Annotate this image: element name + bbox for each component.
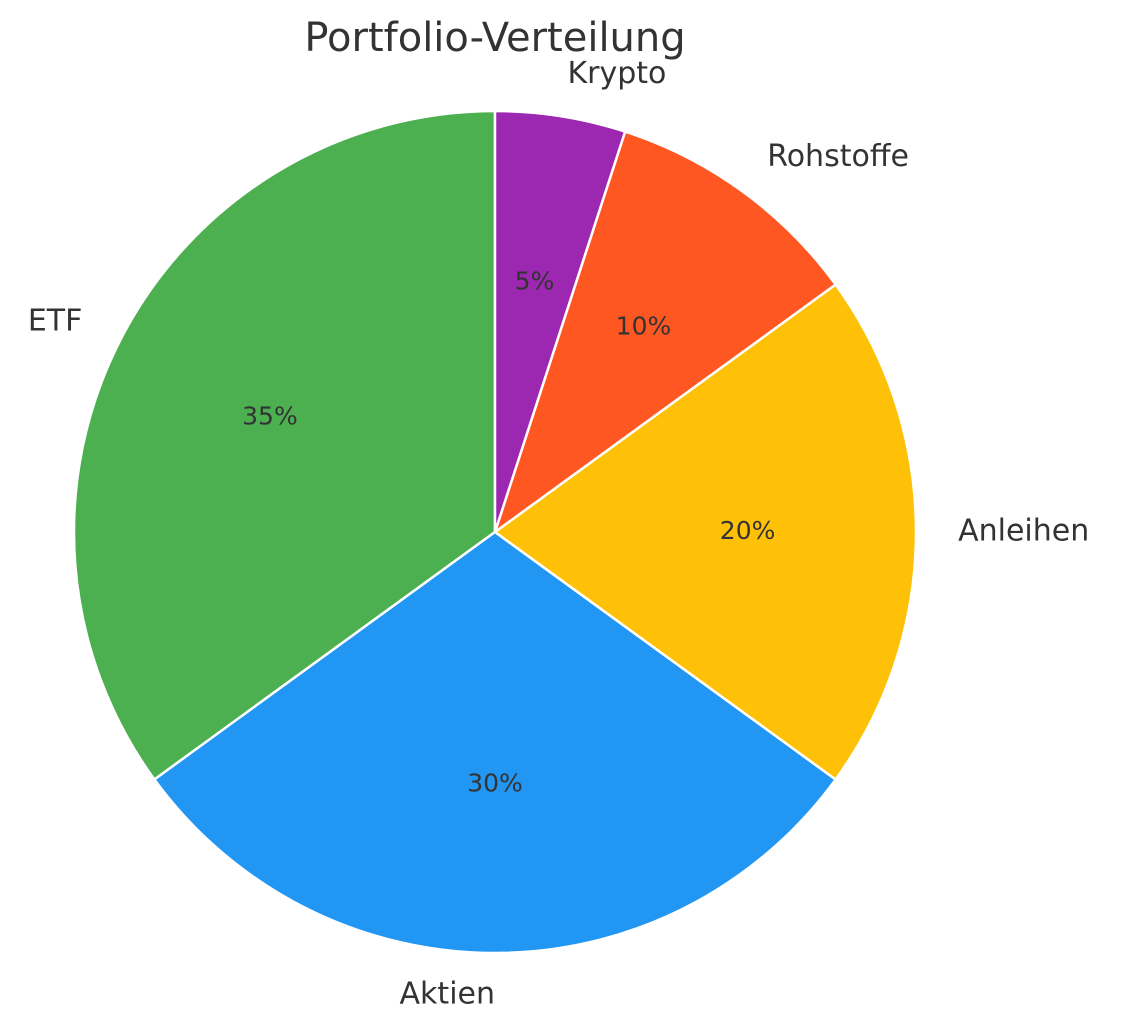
chart-title: Portfolio-Verteilung <box>304 15 685 61</box>
slice-label: ETF <box>28 303 83 338</box>
pie-slice <box>72 109 497 781</box>
value-label: 10% <box>616 312 672 341</box>
pie-slice <box>493 109 627 534</box>
slice-label: Anleihen <box>958 514 1089 549</box>
slice-label: Krypto <box>567 56 666 91</box>
pie-slice <box>153 530 837 955</box>
slice-label: Aktien <box>400 977 495 1012</box>
slice-label: Rohstoffe <box>767 139 909 174</box>
value-label: 20% <box>720 516 776 545</box>
pie-slice <box>493 130 837 534</box>
value-label: 35% <box>242 401 298 430</box>
value-label: 5% <box>515 267 555 296</box>
pie-slice <box>493 283 918 781</box>
value-label: 30% <box>467 769 523 798</box>
